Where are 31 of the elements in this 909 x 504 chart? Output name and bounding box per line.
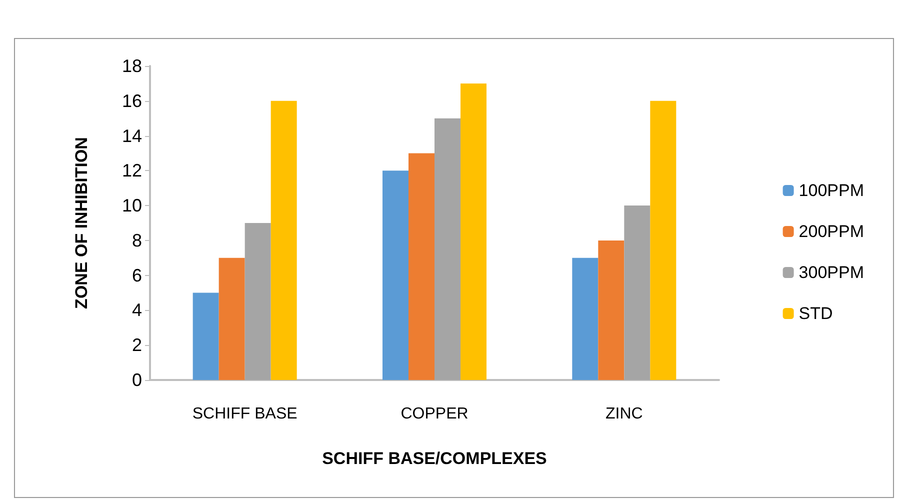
y-tick-label: 18 [122,56,142,76]
y-tick-label: 10 [122,196,142,216]
x-tick-label: ZINC [606,406,643,422]
bar [598,240,624,380]
y-axis-title: ZONE OF INHIBITION [72,137,91,309]
y-tick-label: 4 [132,300,142,320]
legend-label: STD [798,304,833,323]
bar [572,258,598,380]
y-tick-label: 12 [122,160,142,181]
bar [624,206,650,380]
bar [434,118,460,380]
bar [192,292,219,380]
bar [408,153,434,380]
bar [218,258,245,380]
legend-label: 100PPM [798,181,864,200]
x-tick-label: COPPER [400,406,468,422]
bar [244,223,271,380]
legend-label: 300PPM [798,263,864,282]
bar [270,100,297,380]
x-axis-title: SCHIFF BASE/COMPLEXES [322,449,547,468]
legend-label: 200PPM [798,222,864,241]
y-tick-label: 16 [122,90,142,111]
y-tick-label: 6 [132,265,142,286]
bar [460,83,486,380]
y-tick-label: 8 [132,230,142,250]
y-tick-label: 0 [132,370,142,390]
y-tick-label: 14 [122,126,142,146]
bar [382,170,408,380]
bar [650,100,676,380]
x-tick-label: SCHIFF BASE [192,406,298,422]
y-tick-label: 2 [132,335,142,356]
